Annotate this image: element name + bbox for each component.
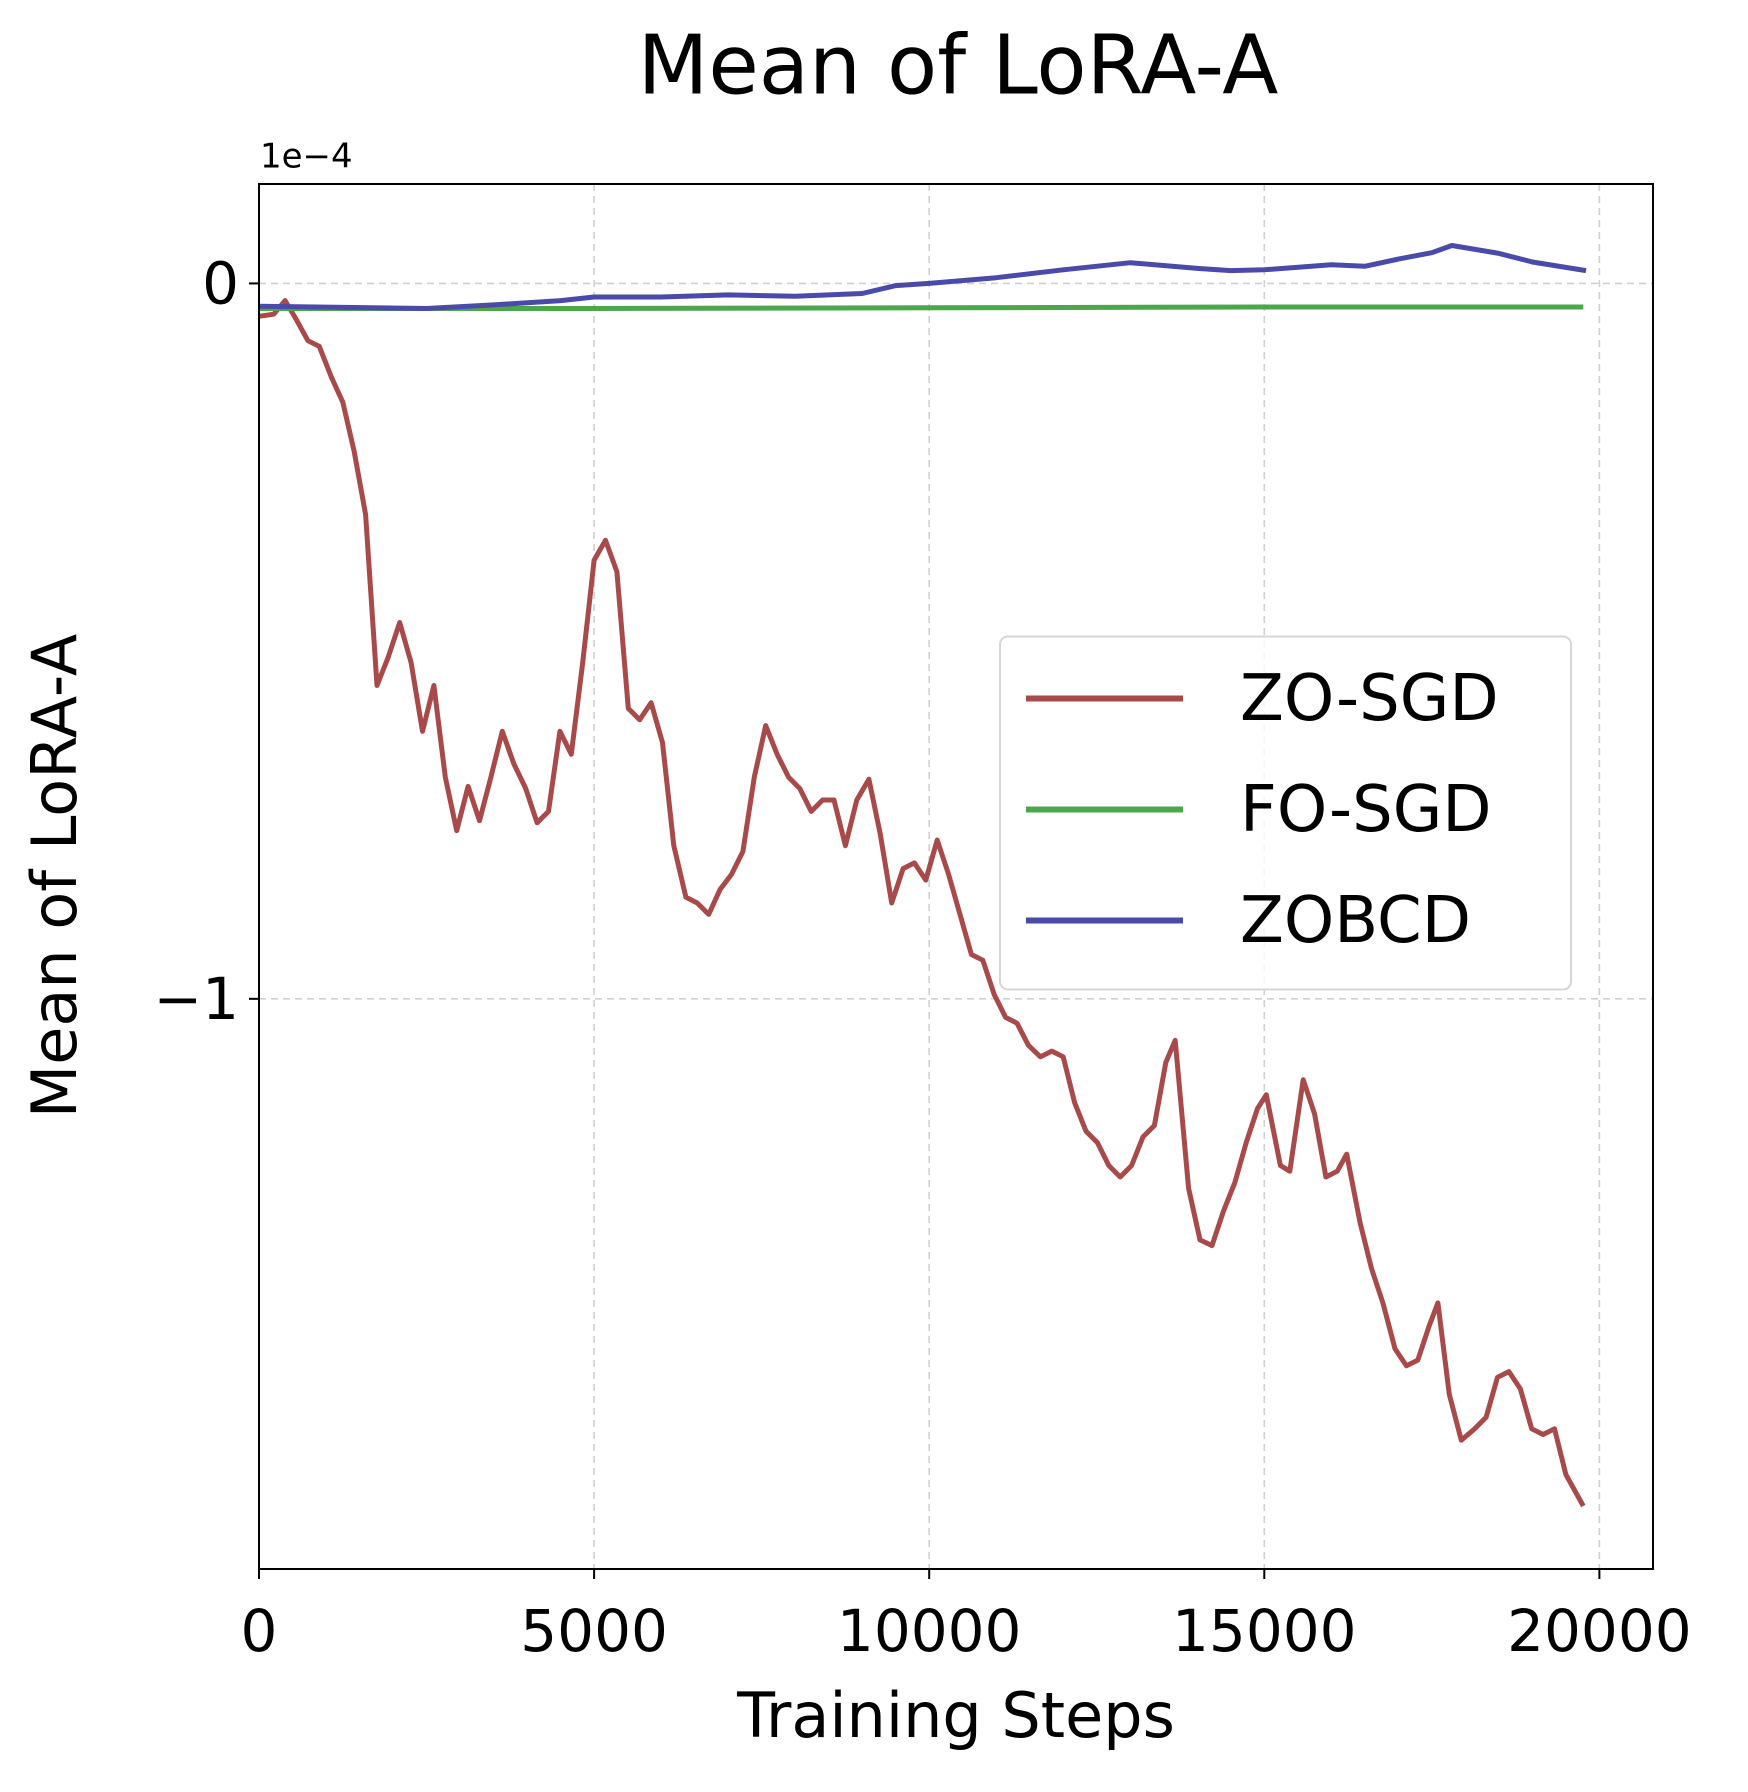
legend: ZO-SGD FO-SGD ZOBCD — [999, 635, 1572, 991]
series-line — [258, 298, 1586, 1508]
x-tick-label: 20000 — [1507, 1597, 1692, 1665]
x-tick-label: 10000 — [837, 1597, 1022, 1665]
chart-title: Mean of LoRA-A — [638, 18, 1279, 113]
plot-frame — [258, 183, 1654, 1570]
x-tick-label: 15000 — [1172, 1597, 1357, 1665]
y-tick-label: −1 — [154, 965, 240, 1033]
series-line — [258, 243, 1587, 311]
legend-label: ZO-SGD — [1240, 662, 1499, 736]
x-axis-label: Training Steps — [736, 1679, 1175, 1752]
legend-label: FO-SGD — [1240, 773, 1492, 847]
y-tick-label: 0 — [202, 250, 239, 318]
legend-box — [999, 635, 1572, 991]
y-offset-label: 1e−4 — [260, 137, 353, 177]
x-tick-label: 0 — [241, 1597, 278, 1665]
legend-label: ZOBCD — [1240, 884, 1471, 958]
x-tick-label: 5000 — [520, 1597, 668, 1665]
y-axis-label: Mean of LoRA-A — [18, 634, 91, 1119]
series-line — [259, 304, 1584, 311]
